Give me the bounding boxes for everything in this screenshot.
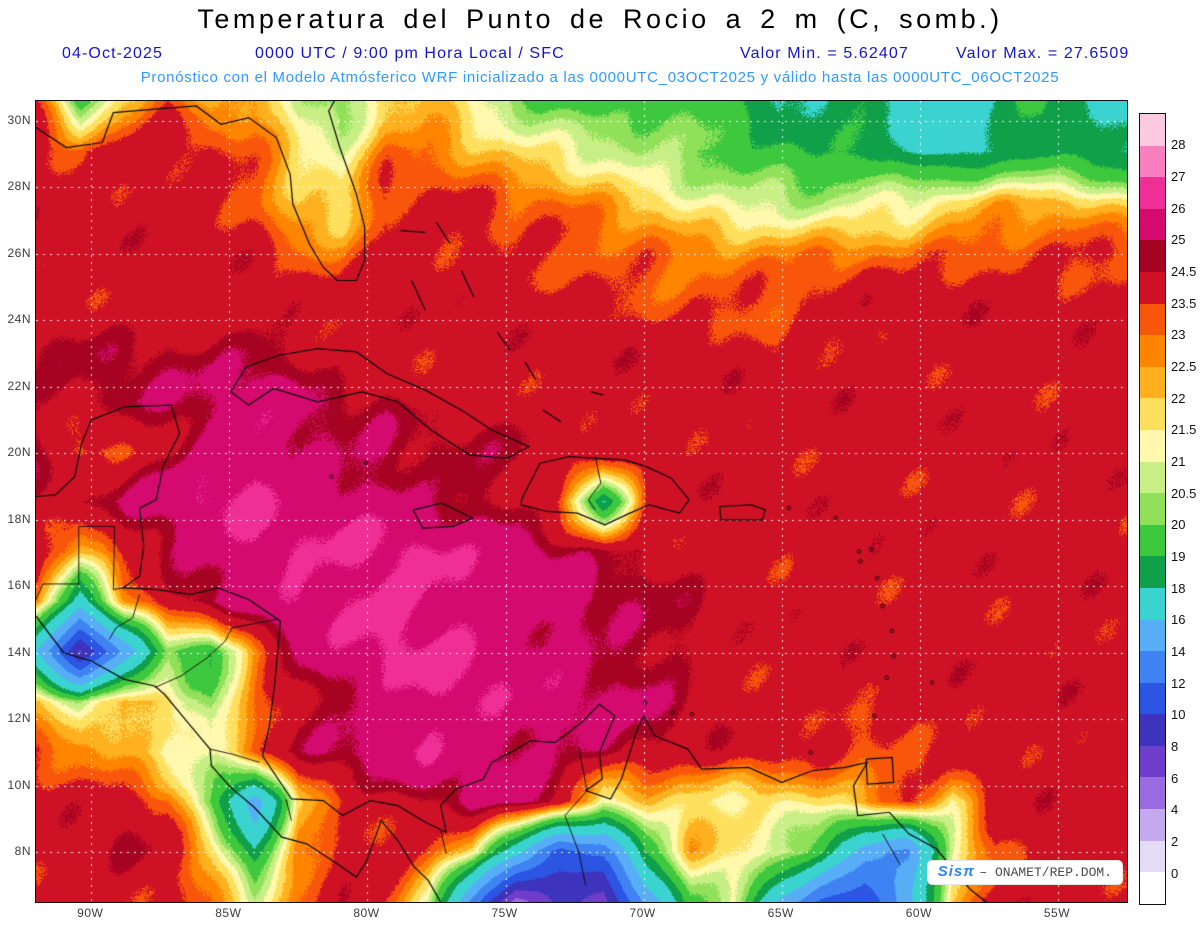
- colorbar-segment: [1140, 208, 1165, 241]
- colorbar-segment: [1140, 271, 1165, 304]
- min-value-label: Valor Min. = 5.62407: [740, 45, 909, 62]
- x-tick-label: 70W: [629, 906, 656, 920]
- colorbar-tick-label: 23: [1171, 327, 1186, 343]
- colorbar-tick-label: 26: [1171, 200, 1186, 216]
- colorbar-segment: [1140, 809, 1165, 841]
- colorbar-tick-label: 0: [1171, 865, 1179, 881]
- x-tick-label: 90W: [77, 906, 104, 920]
- colorbar-segment: [1140, 398, 1165, 430]
- x-tick-label: 65W: [767, 906, 794, 920]
- colorbar-segment: [1140, 619, 1165, 652]
- y-tick-label: 26N: [7, 245, 31, 260]
- y-tick-label: 28N: [7, 179, 31, 194]
- colorbar-segment: [1140, 493, 1165, 525]
- colorbar-tick-label: 21.5: [1171, 422, 1197, 438]
- colorbar-segment: [1140, 335, 1165, 367]
- y-tick-label: 10N: [7, 777, 31, 792]
- max-value-label: Valor Max. = 27.6509: [956, 45, 1130, 62]
- colorbar-segment: [1140, 177, 1165, 209]
- colorbar-labels: 28 27 26 25 24.5 23.5 23 22.5 22 21.5 21 20.5 20 19 18…: [1171, 113, 1200, 905]
- colorbar-tick-label: 19: [1171, 549, 1186, 565]
- x-tick-label: 60W: [905, 906, 932, 920]
- colorbar-segment: [1140, 556, 1165, 588]
- attribution-badge: Sisπ – ONAMET/REP.DOM.: [927, 861, 1122, 884]
- colorbar-tick-label: 4: [1171, 802, 1179, 818]
- colorbar-tick-label: 16: [1171, 612, 1186, 628]
- y-tick-label: 16N: [7, 578, 31, 593]
- y-tick-label: 24N: [7, 312, 31, 327]
- colorbar-segment: [1140, 682, 1165, 715]
- colorbar-tick-label: 23.5: [1171, 295, 1197, 311]
- colorbar-segment: [1140, 240, 1165, 272]
- colorbar-tick-label: 20: [1171, 517, 1186, 533]
- colorbar-tick-label: 24.5: [1171, 263, 1197, 279]
- colorbar-tick-label: 12: [1171, 675, 1186, 691]
- sispi-logo: Sisπ: [937, 863, 975, 880]
- colorbar-tick-label: 6: [1171, 770, 1179, 786]
- colorbar: [1139, 113, 1166, 905]
- colorbar-segment: [1140, 587, 1165, 620]
- x-tick-label: 55W: [1043, 906, 1071, 920]
- forecast-date: 04-Oct-2025: [62, 45, 164, 62]
- page-title: Temperatura del Punto de Rocio a 2 m (C,…: [197, 4, 1003, 34]
- forecast-time-label: 0000 UTC / 9:00 pm Hora Local / SFC: [255, 45, 565, 62]
- colorbar-segment: [1140, 714, 1165, 746]
- colorbar-segment: [1140, 429, 1165, 462]
- colorbar-tick-label: 21: [1171, 453, 1186, 469]
- colorbar-segment: [1140, 524, 1165, 557]
- x-tick-label: 75W: [491, 906, 518, 920]
- y-tick-label: 22N: [7, 378, 31, 393]
- colorbar-tick-label: 2: [1171, 834, 1179, 850]
- colorbar-segment: [1140, 145, 1165, 178]
- colorbar-tick-label: 14: [1171, 644, 1186, 660]
- colorbar-segment: [1140, 366, 1165, 399]
- y-tick-label: 18N: [7, 511, 31, 526]
- model-info-line: Pronóstico con el Modelo Atmósferico WRF…: [140, 69, 1060, 86]
- colorbar-segment: [1140, 461, 1165, 494]
- colorbar-tick-label: 25: [1171, 232, 1186, 248]
- colorbar-segment: [1140, 872, 1165, 904]
- y-tick-label: 30N: [7, 112, 31, 127]
- y-tick-label: 14N: [7, 644, 31, 659]
- map-canvas: [36, 101, 1127, 902]
- x-tick-label: 80W: [353, 906, 380, 920]
- y-tick-label: 20N: [7, 445, 31, 460]
- x-tick-label: 85W: [215, 906, 242, 920]
- colorbar-tick-label: 20.5: [1171, 485, 1197, 501]
- colorbar-segment: [1140, 303, 1165, 336]
- y-tick-label: 12N: [7, 711, 31, 726]
- colorbar-segment: [1140, 651, 1165, 683]
- attribution-text: – ONAMET/REP.DOM.: [979, 865, 1112, 880]
- y-tick-label: 8N: [14, 844, 31, 859]
- colorbar-tick-label: 10: [1171, 707, 1186, 723]
- colorbar-segment: [1140, 777, 1165, 810]
- colorbar-tick-label: 28: [1171, 137, 1186, 153]
- colorbar-segment: [1140, 840, 1165, 873]
- colorbar-tick-label: 18: [1171, 580, 1186, 596]
- colorbar-tick-label: 22.5: [1171, 358, 1197, 374]
- map-frame: Sisπ – ONAMET/REP.DOM.: [35, 100, 1128, 903]
- colorbar-tick-label: 27: [1171, 168, 1186, 184]
- colorbar-tick-label: 8: [1171, 739, 1179, 755]
- colorbar-tick-label: 22: [1171, 390, 1186, 406]
- colorbar-segment: [1140, 114, 1165, 146]
- colorbar-segment: [1140, 745, 1165, 778]
